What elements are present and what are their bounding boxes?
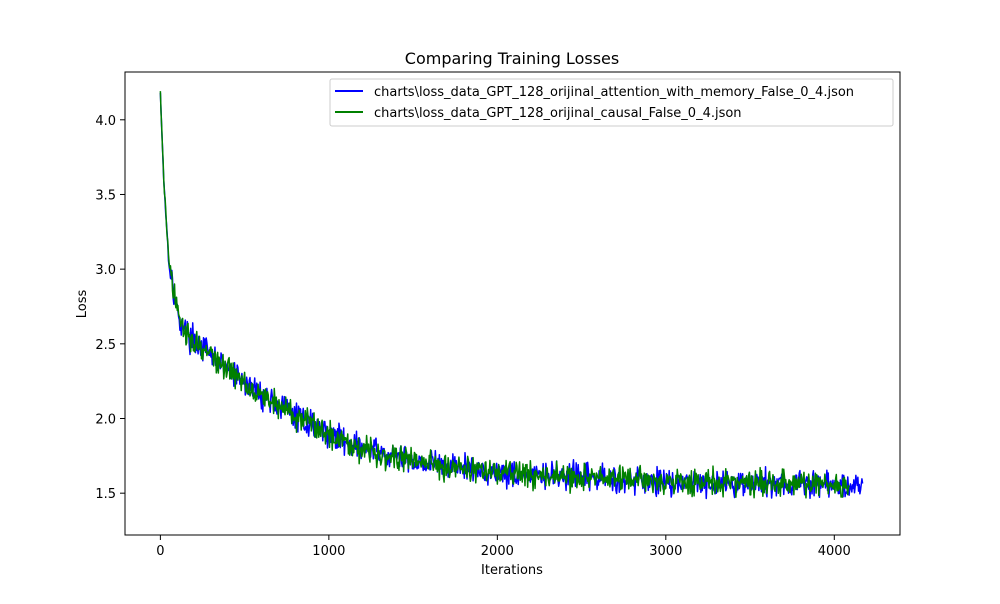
plot-area [124, 71, 901, 536]
series-line-2 [159, 91, 850, 499]
x-tick-label: 2000 [481, 544, 514, 559]
y-tick-label: 1.5 [95, 487, 116, 502]
y-axis-label: Loss [75, 290, 90, 319]
x-tick-label: 0 [156, 544, 164, 559]
y-tick-label: 3.0 [95, 263, 116, 278]
y-tick-label: 3.5 [95, 188, 116, 203]
legend: charts\loss_data_GPT_128_orijinal_attent… [329, 78, 894, 127]
series-line-1 [159, 92, 864, 500]
x-tick-label: 4000 [818, 544, 851, 559]
x-axis: 0 1000 2000 3000 4000 [156, 535, 851, 559]
x-tick-label: 3000 [649, 544, 682, 559]
x-tick-label: 1000 [312, 544, 345, 559]
legend-box [329, 78, 894, 127]
x-axis-label: Iterations [481, 563, 543, 578]
series-layer [159, 91, 864, 500]
y-tick-label: 4.0 [95, 114, 116, 129]
y-tick-label: 2.5 [95, 338, 116, 353]
y-axis: 1.5 2.0 2.5 3.0 3.5 4.0 [95, 114, 125, 502]
y-tick-label: 2.0 [95, 413, 116, 428]
chart-title: Comparing Training Losses [405, 49, 619, 68]
legend-label-series-1: charts\loss_data_GPT_128_orijinal_attent… [374, 85, 854, 100]
legend-label-series-2: charts\loss_data_GPT_128_orijinal_causal… [374, 106, 742, 121]
plot-frame [124, 71, 901, 536]
